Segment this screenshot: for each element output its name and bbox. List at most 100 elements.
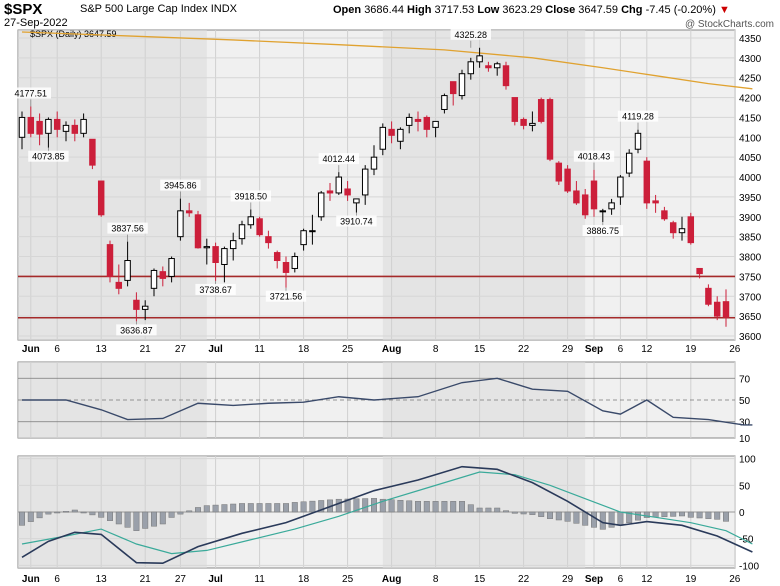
x-tick-label: 22: [518, 344, 530, 355]
annotation-box: [107, 222, 148, 234]
y-tick-label: 3600: [739, 332, 762, 343]
macd-histogram-bar: [696, 511, 703, 519]
macd-histogram-bar: [573, 511, 580, 524]
candle-body: [133, 299, 140, 310]
candle-body: [282, 262, 290, 273]
macd-histogram-bar: [318, 500, 325, 513]
candle-body: [625, 152, 633, 174]
macd-histogram-bar: [388, 499, 395, 513]
x-tick-label: Sep: [585, 574, 603, 585]
price-annotation: 4073.85: [32, 152, 65, 162]
candle-body: [89, 138, 96, 166]
x-tick-label: 11: [254, 574, 265, 585]
macd-histogram-bar: [89, 511, 96, 516]
x-tick-label: 18: [298, 574, 310, 585]
macd-histogram-bar: [529, 511, 536, 515]
macd-histogram-bar: [274, 503, 281, 513]
macd-histogram-bar: [705, 511, 712, 519]
macd-tick-label: 50: [739, 481, 751, 492]
candle-body: [652, 200, 659, 204]
x-tick-label: 15: [474, 574, 486, 585]
candle-body: [194, 214, 202, 249]
candle-body: [449, 81, 457, 95]
annotation-box: [573, 150, 615, 162]
macd-histogram-bar: [203, 505, 210, 513]
price-annotation: 4119.28: [622, 112, 654, 122]
annotation-box: [318, 153, 359, 165]
x-tick-label: 8: [433, 344, 439, 355]
macd-histogram-bar: [19, 511, 25, 526]
chart-header: $SPX S&P 500 Large Cap Index INDX 27-Sep…: [0, 0, 780, 32]
low-value: 3623.29: [502, 4, 543, 16]
macd-histogram-bar: [107, 511, 113, 521]
macd-histogram-bar: [45, 511, 52, 515]
chart-date: 27-Sep-2022: [4, 17, 68, 29]
macd-histogram-bar: [362, 498, 369, 513]
y-tick-label: 4150: [739, 113, 762, 124]
candle-body: [722, 301, 730, 318]
x-tick-label: 18: [298, 344, 310, 355]
macd-histogram-bar: [643, 511, 650, 518]
macd-histogram-bar: [239, 503, 245, 513]
candle-body: [265, 236, 272, 244]
macd-signal-line: [21, 471, 753, 555]
candle-body: [458, 73, 466, 97]
macd-histogram-bar: [247, 503, 254, 513]
moving-average-line: [21, 31, 753, 90]
candle-body: [62, 124, 70, 132]
candle-body: [335, 176, 343, 194]
x-tick-label: Aug: [382, 574, 401, 585]
price-annotation: 4177.51: [15, 89, 48, 99]
ohlc-readout: Open 3686.44 High 3717.53 Low 3623.29 Cl…: [333, 4, 730, 16]
y-tick-label: 3800: [739, 253, 762, 264]
open-value: 3686.44: [364, 4, 404, 16]
macd-histogram-bar: [538, 511, 545, 517]
macd-histogram-bar: [80, 511, 87, 514]
macd-histogram-bar: [608, 511, 615, 528]
candle-body: [124, 260, 131, 281]
x-tick-label: 21: [140, 344, 152, 355]
x-tick-label: 6: [54, 574, 60, 585]
candle-body: [476, 55, 483, 63]
candle-body: [467, 61, 475, 75]
candle-body: [141, 305, 149, 310]
macd-histogram-bar: [494, 507, 501, 513]
candle-body: [361, 168, 369, 196]
x-tick-label: Jul: [208, 574, 223, 585]
candle-body: [71, 124, 79, 134]
macd-histogram-bar: [547, 511, 553, 519]
macd-histogram-bar: [476, 507, 483, 513]
copyright: @ StockCharts.com: [684, 19, 774, 30]
annotation-box: [230, 190, 271, 202]
candle-body: [634, 132, 642, 150]
macd-histogram-bar: [177, 511, 184, 515]
candle-body: [555, 162, 563, 182]
candle-body: [247, 216, 255, 226]
annotation-box: [617, 110, 659, 122]
price-annotation: 3636.87: [120, 325, 153, 335]
rsi-tick-label: 70: [739, 374, 751, 385]
annotation-box: [116, 324, 157, 336]
candle-body: [546, 99, 554, 160]
macd-tick-label: -50: [739, 535, 754, 546]
candle-body: [18, 116, 26, 138]
macd-histogram-bar: [63, 511, 69, 513]
y-tick-label: 3900: [739, 213, 762, 224]
x-tick-label: 6: [618, 574, 624, 585]
x-tick-label: Jun: [22, 344, 40, 355]
macd-histogram-bar: [195, 507, 201, 513]
macd-histogram-bar: [265, 503, 272, 513]
macd-histogram-bar: [151, 511, 157, 527]
macd-histogram-bar: [212, 504, 219, 513]
candle-body: [713, 301, 721, 317]
x-tick-label: Jul: [208, 344, 223, 355]
y-tick-label: 3950: [739, 193, 762, 204]
x-tick-label: 26: [729, 574, 741, 585]
candle-body: [537, 99, 545, 122]
annotation-box: [336, 215, 377, 227]
price-annotation: 3910.74: [340, 217, 373, 227]
annotation-box: [450, 28, 491, 40]
index-name: S&P 500 Large Cap Index INDX: [80, 3, 237, 15]
candle-body: [80, 118, 87, 134]
candle-body: [581, 194, 589, 216]
